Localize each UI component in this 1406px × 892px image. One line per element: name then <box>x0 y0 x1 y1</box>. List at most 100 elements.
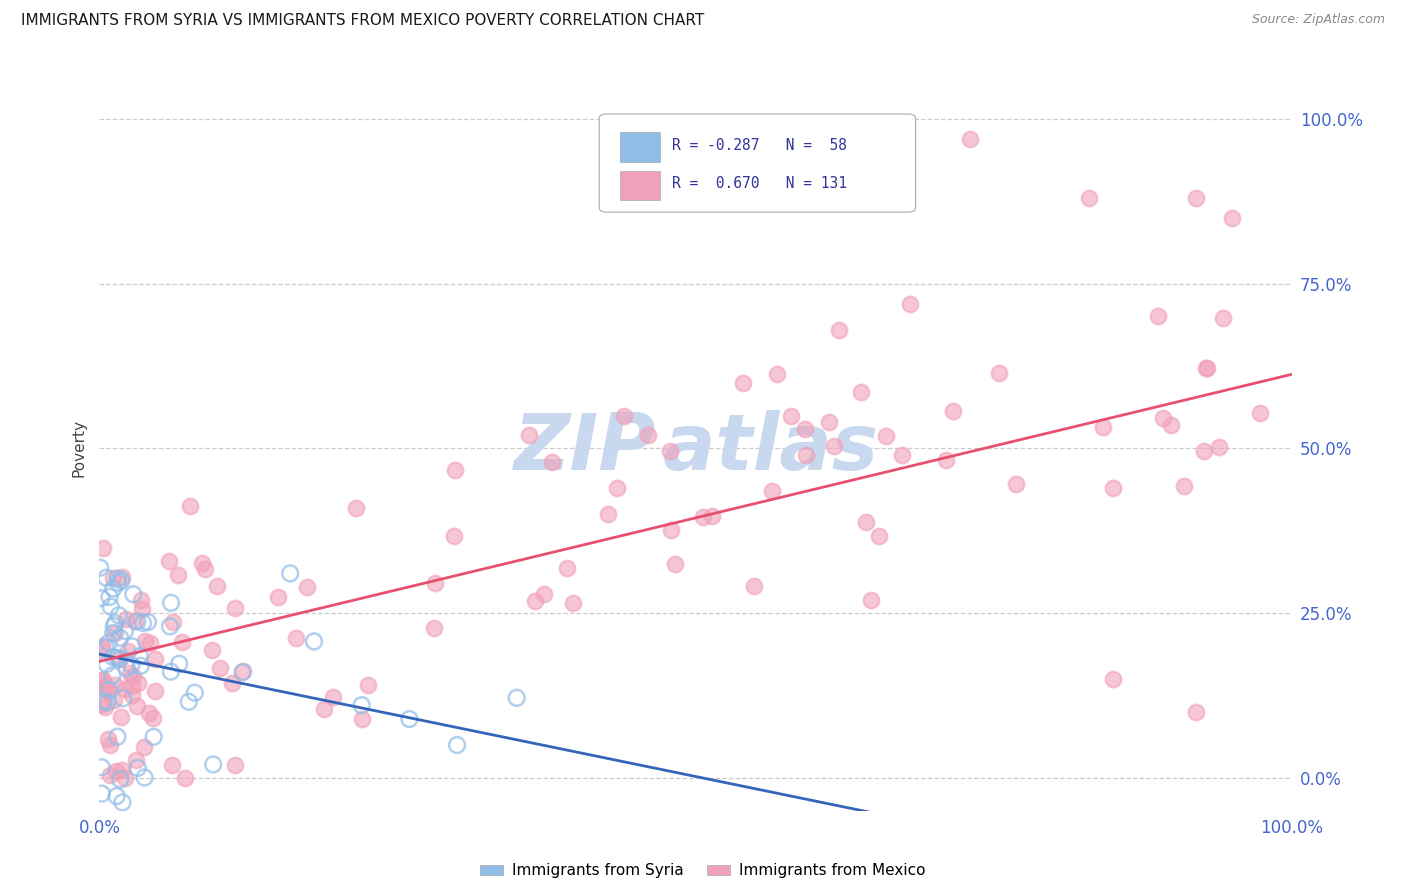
Point <box>107 575 129 590</box>
Point <box>851 385 873 400</box>
Point <box>122 587 145 601</box>
Point <box>302 634 325 648</box>
Point <box>121 679 143 693</box>
Point <box>143 684 166 698</box>
Point <box>232 664 254 678</box>
Point <box>1101 481 1123 495</box>
Point <box>128 649 150 664</box>
Point <box>205 579 228 593</box>
Point <box>202 757 225 772</box>
Point <box>93 541 115 555</box>
Point <box>173 771 195 785</box>
Point <box>398 712 420 726</box>
Point <box>134 740 156 755</box>
Point <box>108 652 131 666</box>
Point <box>111 763 134 777</box>
Point <box>104 616 127 631</box>
Point <box>132 615 155 630</box>
Point <box>505 690 527 705</box>
Point <box>105 789 128 804</box>
Point <box>90 698 112 712</box>
Point <box>1091 420 1114 434</box>
Point <box>446 738 468 752</box>
Point <box>111 796 134 810</box>
Point <box>90 760 112 774</box>
Point <box>107 651 129 665</box>
Point <box>443 529 465 543</box>
Point <box>121 669 143 683</box>
Point <box>284 631 307 645</box>
Point <box>125 753 148 767</box>
Point <box>444 463 467 477</box>
Point <box>935 452 957 467</box>
Point <box>157 554 180 568</box>
Point <box>107 572 129 586</box>
Point <box>129 658 152 673</box>
Point <box>114 771 136 785</box>
Point <box>97 636 120 650</box>
Point <box>114 612 136 626</box>
Point <box>423 621 446 635</box>
Point <box>1194 360 1216 375</box>
Point <box>108 772 131 787</box>
Point <box>561 596 583 610</box>
Point <box>131 602 153 616</box>
Point <box>100 599 122 614</box>
Point <box>533 587 555 601</box>
Point <box>93 694 115 708</box>
Point <box>90 641 112 656</box>
Point <box>121 640 143 654</box>
Point <box>295 581 318 595</box>
Point <box>1173 479 1195 493</box>
Point <box>104 678 127 692</box>
Text: ZIP atlas: ZIP atlas <box>513 410 877 486</box>
Text: R = -0.287   N =  58: R = -0.287 N = 58 <box>672 138 848 153</box>
Point <box>90 591 112 606</box>
Point <box>96 695 118 709</box>
Point <box>267 591 290 605</box>
Point <box>101 650 124 665</box>
Point <box>942 404 965 418</box>
Point <box>127 675 149 690</box>
Point <box>1185 191 1208 205</box>
Point <box>1152 411 1174 425</box>
Point <box>855 515 877 529</box>
Point <box>107 608 129 623</box>
Point <box>97 732 120 747</box>
Point <box>184 686 207 700</box>
Point <box>423 575 446 590</box>
Point <box>143 652 166 666</box>
Point <box>103 626 125 640</box>
Point <box>742 579 765 593</box>
Point <box>598 507 620 521</box>
Point <box>224 758 246 772</box>
Point <box>96 657 118 672</box>
Text: IMMIGRANTS FROM SYRIA VS IMMIGRANTS FROM MEXICO POVERTY CORRELATION CHART: IMMIGRANTS FROM SYRIA VS IMMIGRANTS FROM… <box>21 13 704 29</box>
Point <box>105 764 128 779</box>
Point <box>1208 440 1230 454</box>
Point <box>97 684 120 698</box>
Point <box>124 614 146 628</box>
Point <box>125 699 148 714</box>
Point <box>1160 418 1182 433</box>
Point <box>794 448 817 462</box>
Point <box>1195 360 1218 375</box>
Point <box>664 557 686 571</box>
Point <box>90 673 112 687</box>
Point <box>637 428 659 442</box>
Point <box>103 619 125 633</box>
Point <box>177 695 200 709</box>
Point <box>98 768 121 782</box>
Point <box>344 501 367 516</box>
Point <box>117 644 139 658</box>
Point <box>93 681 115 695</box>
Point <box>120 658 142 673</box>
Point <box>94 640 117 655</box>
Point <box>793 422 815 436</box>
Point <box>104 626 127 640</box>
Point <box>823 439 845 453</box>
Point <box>700 509 723 524</box>
Point <box>167 657 190 671</box>
Point <box>162 615 184 630</box>
Point <box>139 636 162 650</box>
